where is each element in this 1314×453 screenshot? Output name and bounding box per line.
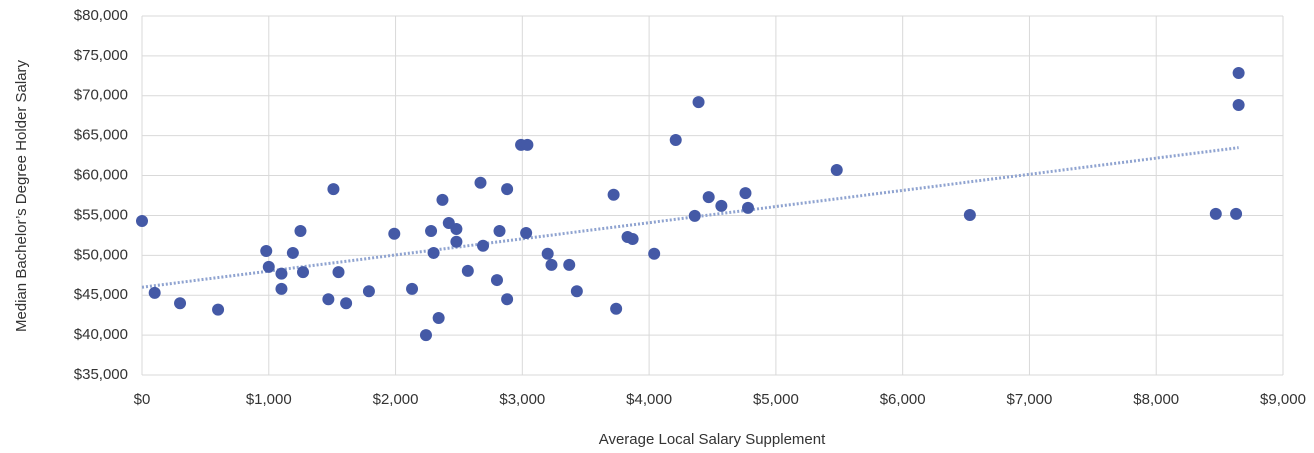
- x-tick-label: $5,000: [753, 391, 799, 408]
- scatter-point: [275, 282, 288, 295]
- scatter-point: [741, 201, 754, 214]
- scatter-point: [297, 266, 310, 279]
- y-tick-label: $50,000: [74, 246, 128, 263]
- scatter-point: [648, 247, 661, 260]
- scatter-point: [477, 239, 490, 252]
- scatter-point: [1230, 207, 1243, 220]
- scatter-point: [450, 235, 463, 248]
- scatter-point: [692, 96, 705, 109]
- scatter-point: [474, 176, 487, 189]
- scatter-point: [148, 286, 161, 299]
- scatter-point: [425, 225, 438, 238]
- scatter-point: [427, 246, 440, 259]
- scatter-point: [327, 183, 340, 196]
- y-tick-label: $80,000: [74, 7, 128, 24]
- scatter-point: [541, 247, 554, 260]
- scatter-point: [260, 244, 273, 257]
- scatter-point: [362, 285, 375, 298]
- scatter-point: [1209, 207, 1222, 220]
- scatter-point: [1232, 67, 1245, 80]
- scatter-point: [262, 260, 275, 273]
- y-axis-label: Median Bachelor’s Degree Holder Salary: [13, 59, 30, 332]
- scatter-point: [136, 215, 148, 228]
- scatter-point: [570, 285, 583, 298]
- y-tick-label: $65,000: [74, 127, 128, 144]
- y-tick-label: $45,000: [74, 286, 128, 303]
- scatter-point: [669, 134, 682, 147]
- y-tick-label: $70,000: [74, 87, 128, 104]
- x-tick-label: $9,000: [1260, 391, 1306, 408]
- y-tick-label: $40,000: [74, 326, 128, 343]
- scatter-point: [626, 232, 639, 245]
- scatter-point: [520, 226, 533, 239]
- scatter-point: [461, 264, 474, 277]
- x-tick-label: $3,000: [499, 391, 545, 408]
- scatter-point: [275, 267, 288, 280]
- scatter-point: [286, 246, 299, 259]
- x-tick-label: $4,000: [626, 391, 672, 408]
- y-tick-label: $75,000: [74, 47, 128, 64]
- scatter-point: [432, 311, 445, 324]
- y-tick-label: $55,000: [74, 206, 128, 223]
- scatter-point: [501, 183, 514, 196]
- scatter-point: [340, 297, 353, 310]
- scatter-point: [332, 266, 345, 279]
- scatter-point: [406, 282, 419, 295]
- x-tick-label: $6,000: [880, 391, 926, 408]
- x-tick-label: $0: [134, 391, 151, 408]
- scatter-point: [702, 191, 715, 204]
- scatter-point: [388, 227, 401, 240]
- scatter-point: [607, 188, 620, 201]
- scatter-point: [212, 303, 225, 316]
- scatter-point: [563, 258, 576, 271]
- scatter-point: [322, 293, 335, 306]
- x-tick-label: $7,000: [1006, 391, 1052, 408]
- x-tick-label: $8,000: [1133, 391, 1179, 408]
- scatter-point: [490, 274, 503, 287]
- scatter-point: [493, 225, 506, 238]
- scatter-point: [830, 163, 843, 176]
- scatter-point: [419, 329, 432, 342]
- scatter-point: [501, 293, 514, 306]
- scatter-point: [963, 209, 976, 222]
- scatter-point: [739, 187, 752, 200]
- scatter-point: [688, 209, 701, 222]
- scatter-point: [1232, 98, 1245, 111]
- scatter-point: [294, 225, 307, 238]
- scatter-point: [174, 297, 187, 310]
- y-tick-label: $35,000: [74, 366, 128, 383]
- scatter-point: [521, 138, 534, 151]
- y-tick-label: $60,000: [74, 167, 128, 184]
- x-tick-label: $2,000: [373, 391, 419, 408]
- x-tick-label: $1,000: [246, 391, 292, 408]
- scatter-point: [545, 258, 558, 271]
- scatter-point: [610, 302, 623, 315]
- scatter-point: [450, 223, 463, 236]
- scatter-point: [436, 193, 449, 206]
- x-axis-label: Average Local Salary Supplement: [599, 431, 826, 448]
- scatter-point: [715, 199, 728, 212]
